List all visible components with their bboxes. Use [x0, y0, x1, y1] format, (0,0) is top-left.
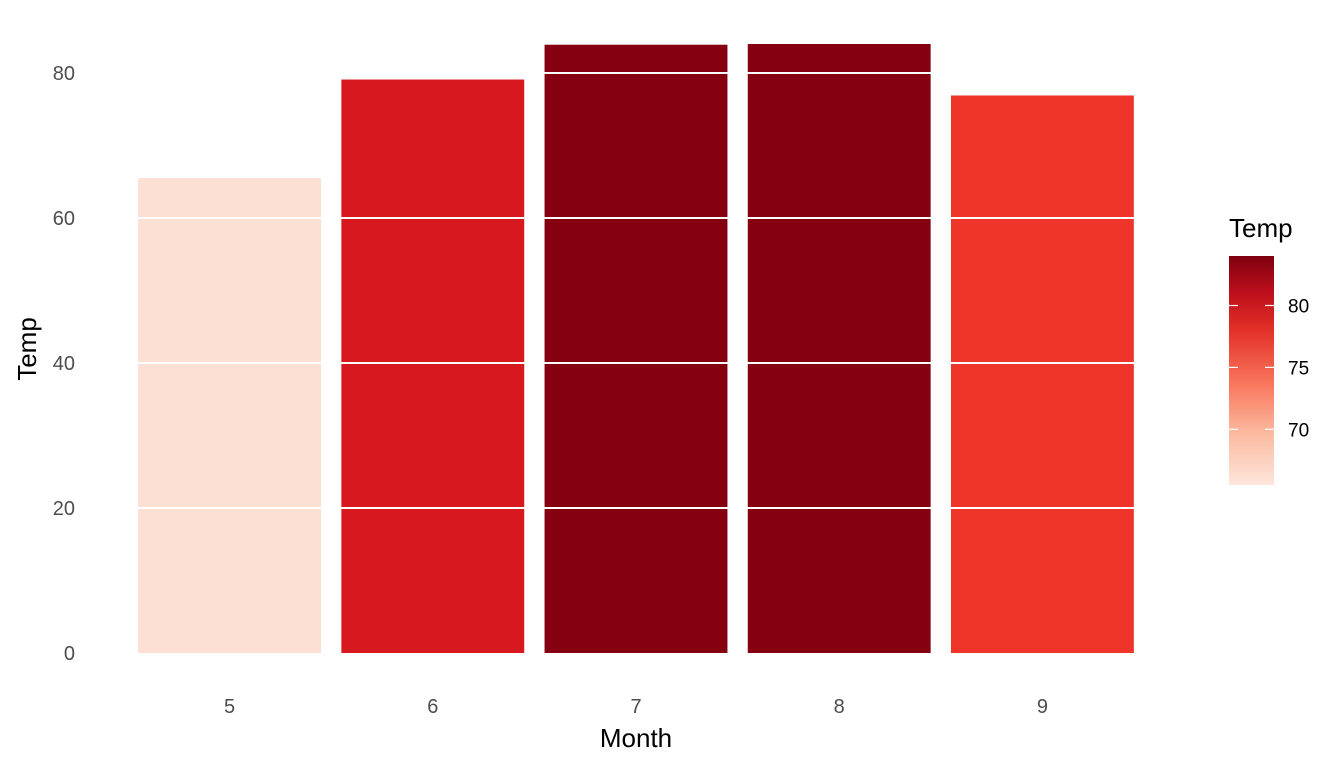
y-tick-label: 0 — [64, 643, 75, 665]
bar-month-5 — [138, 178, 322, 653]
x-tick-labels: 5 6 7 8 9 — [224, 696, 1048, 718]
y-tick-label: 60 — [53, 208, 75, 230]
bar-month-6 — [341, 79, 525, 653]
y-axis-title: Temp — [12, 317, 42, 381]
x-tick-label: 7 — [630, 696, 641, 718]
bar-month-7 — [544, 44, 728, 654]
bar-month-8 — [747, 44, 931, 653]
gridlines-layer — [128, 72, 1144, 509]
bars-layer — [138, 44, 1134, 654]
x-tick-label: 9 — [1037, 696, 1048, 718]
legend-tick-label: 70 — [1288, 420, 1309, 441]
legend-tick-label: 75 — [1288, 358, 1309, 379]
x-tick-label: 5 — [224, 696, 235, 718]
y-tick-labels: 0 20 40 60 80 — [53, 63, 75, 665]
y-tick-label: 40 — [53, 353, 75, 375]
legend-title: Temp — [1229, 213, 1293, 243]
x-tick-label: 8 — [834, 696, 845, 718]
x-axis-title: Month — [600, 723, 672, 753]
legend: Temp 70 75 80 — [1229, 213, 1309, 485]
legend-colorbar — [1229, 256, 1274, 485]
y-tick-label: 20 — [53, 498, 75, 520]
bar-month-9 — [950, 95, 1134, 654]
legend-ticks: 70 75 80 — [1229, 297, 1309, 441]
x-tick-label: 6 — [427, 696, 438, 718]
y-tick-label: 80 — [53, 63, 75, 85]
legend-tick-label: 80 — [1288, 297, 1309, 318]
